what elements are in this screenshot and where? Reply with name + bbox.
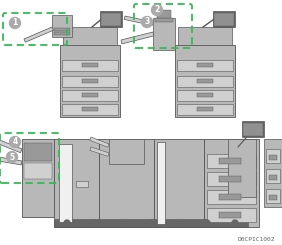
Text: 1: 1	[12, 19, 17, 27]
Bar	[157, 142, 165, 224]
Bar	[175, 45, 235, 117]
Circle shape	[204, 220, 210, 226]
Polygon shape	[0, 137, 22, 153]
Bar	[157, 10, 171, 18]
Bar	[269, 155, 277, 160]
Text: 3: 3	[144, 17, 150, 26]
Bar	[204, 139, 259, 227]
Bar	[269, 195, 277, 200]
Bar	[154, 139, 204, 227]
Bar	[24, 143, 52, 161]
Bar	[82, 63, 98, 68]
Bar	[62, 60, 118, 71]
Circle shape	[151, 4, 162, 15]
Bar	[266, 189, 280, 203]
Bar	[197, 108, 213, 111]
Bar	[177, 104, 233, 115]
Circle shape	[64, 220, 70, 226]
Bar	[52, 15, 72, 37]
Bar	[22, 139, 54, 217]
Bar	[101, 13, 121, 26]
Bar	[207, 208, 256, 222]
Bar	[82, 79, 98, 84]
Bar	[266, 169, 280, 183]
Bar	[62, 104, 118, 115]
Bar	[177, 60, 233, 71]
Bar	[214, 13, 234, 26]
Bar	[76, 181, 88, 187]
Bar	[197, 79, 213, 84]
Circle shape	[120, 220, 126, 226]
Bar	[82, 94, 98, 98]
Polygon shape	[90, 137, 109, 147]
Bar	[178, 27, 232, 45]
Polygon shape	[0, 155, 22, 165]
Bar	[219, 158, 241, 164]
Bar	[82, 108, 98, 111]
Bar	[59, 144, 72, 222]
Circle shape	[10, 17, 21, 28]
Polygon shape	[121, 32, 154, 44]
Text: 4: 4	[12, 137, 17, 147]
Bar	[207, 154, 256, 168]
Bar	[266, 149, 280, 163]
Bar	[54, 28, 70, 31]
Bar	[60, 45, 120, 117]
Bar	[54, 32, 70, 35]
Bar	[62, 76, 118, 87]
Bar	[213, 11, 235, 27]
Bar	[197, 94, 213, 98]
Text: D0CPIC1002: D0CPIC1002	[237, 237, 275, 242]
Circle shape	[92, 220, 98, 226]
Bar	[100, 11, 122, 27]
Circle shape	[6, 151, 17, 162]
Polygon shape	[90, 147, 109, 156]
Bar	[109, 139, 144, 164]
Circle shape	[232, 220, 238, 226]
Polygon shape	[24, 27, 53, 42]
Circle shape	[176, 220, 182, 226]
Bar	[54, 219, 248, 227]
Bar	[219, 176, 241, 182]
Bar	[197, 63, 213, 68]
Polygon shape	[124, 16, 153, 25]
Bar	[207, 190, 256, 204]
Circle shape	[10, 136, 21, 147]
Text: 5: 5	[9, 152, 15, 161]
Bar	[228, 139, 256, 197]
Bar	[63, 27, 117, 45]
Bar	[269, 175, 277, 180]
Text: 2: 2	[154, 5, 160, 14]
Bar	[264, 139, 282, 207]
Bar	[155, 18, 173, 22]
Bar	[242, 121, 264, 137]
Bar	[219, 194, 241, 200]
Bar	[243, 123, 263, 136]
Bar	[54, 139, 99, 227]
Bar	[153, 18, 175, 50]
Bar	[219, 212, 241, 218]
Bar	[177, 90, 233, 101]
Circle shape	[148, 220, 154, 226]
Bar	[24, 163, 52, 179]
Bar	[62, 90, 118, 101]
Circle shape	[142, 16, 153, 27]
Bar	[99, 139, 154, 227]
Bar	[177, 76, 233, 87]
Bar	[207, 172, 256, 186]
